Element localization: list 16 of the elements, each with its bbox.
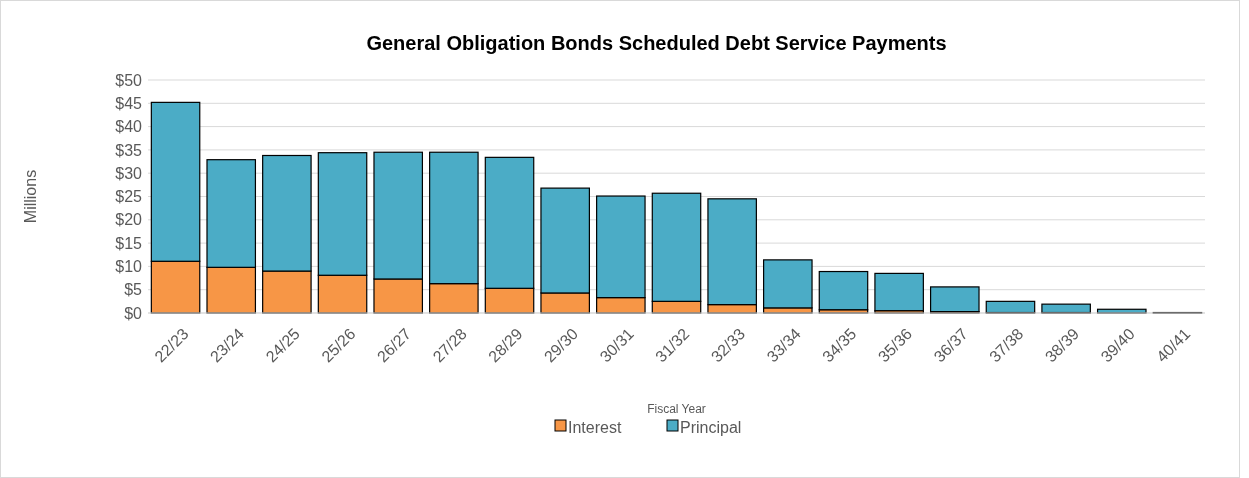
y-tick-label: $25 <box>115 188 143 206</box>
y-tick-label: $45 <box>115 94 143 112</box>
y-tick-label: $35 <box>115 141 143 159</box>
y-tick-label: $50 <box>115 71 143 89</box>
y-tick-label: $0 <box>124 304 143 322</box>
y-tick-label: $30 <box>115 164 143 182</box>
y-tick-label: $40 <box>115 118 143 136</box>
legend-label: Principal <box>680 418 742 436</box>
y-tick-label: $20 <box>115 211 143 229</box>
x-axis-title: Fiscal Year <box>647 402 706 416</box>
y-axis-title: Millions <box>22 169 39 224</box>
chart-title: General Obligation Bonds Scheduled Debt Service Payments <box>366 32 947 54</box>
legend-label: Interest <box>568 418 622 436</box>
y-tick-label: $5 <box>124 281 143 299</box>
y-tick-label: $10 <box>115 258 143 275</box>
y-tick-label: $15 <box>115 234 143 252</box>
